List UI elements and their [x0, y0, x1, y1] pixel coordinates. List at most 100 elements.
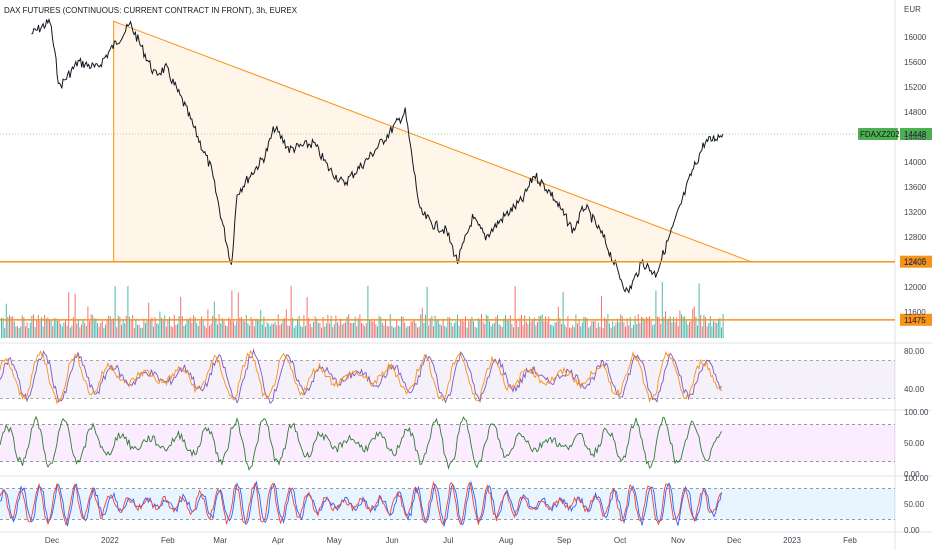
volume-bar: [559, 317, 561, 338]
volume-bar: [722, 314, 724, 338]
volume-bar: [628, 325, 630, 338]
volume-bar: [649, 316, 650, 338]
volume-bar: [359, 314, 361, 338]
time-tick-3: Mar: [213, 536, 227, 545]
volume-bar: [522, 325, 524, 338]
volume-bar: [37, 315, 39, 338]
volume-bar: [658, 317, 660, 338]
volume-bar: [5, 303, 7, 338]
volume-bar: [15, 326, 17, 338]
volume-bar: [423, 322, 425, 338]
volume-bar: [69, 327, 71, 338]
volume-bar: [589, 325, 591, 338]
volume-bar: [265, 327, 266, 338]
volume-bar: [154, 317, 156, 338]
volume-bar: [50, 320, 52, 338]
volume-bar: [553, 326, 554, 338]
volume-bar: [361, 322, 362, 338]
volume-bar: [165, 326, 167, 338]
volume-bar: [237, 292, 239, 338]
volume-bar: [34, 327, 36, 338]
volume-bar: [421, 307, 423, 338]
volume-bar: [687, 324, 689, 338]
volume-bar: [335, 315, 337, 338]
volume-bar: [404, 322, 406, 338]
time-tick-14: Feb: [843, 536, 857, 545]
volume-bar: [95, 318, 97, 338]
volume-bar: [465, 316, 466, 338]
volume-bar: [612, 321, 614, 338]
volume-bar: [201, 316, 202, 338]
time-tick-1: 2022: [101, 536, 119, 545]
volume-bar: [493, 322, 495, 338]
volume-bar: [7, 317, 9, 338]
volume-bar: [594, 320, 596, 338]
volume-bar: [356, 326, 358, 338]
volume-bar: [183, 326, 185, 338]
volume-bar: [551, 325, 553, 338]
volume-bar: [557, 306, 559, 338]
volume-bar: [253, 326, 255, 338]
volume-bar: [453, 323, 455, 338]
volume-bar: [161, 317, 162, 338]
volume-bar: [263, 316, 265, 338]
price-tick-10: 12000: [904, 283, 927, 292]
osc-tick-2-1: 50.00: [904, 500, 925, 509]
volume-bar: [36, 319, 38, 338]
volume-bar: [620, 314, 622, 338]
volume-bar: [716, 323, 718, 338]
volume-bar: [249, 325, 250, 338]
volume-bar: [247, 323, 249, 338]
volume-bar: [690, 320, 692, 338]
volume-bar: [546, 321, 548, 338]
volume-bar: [60, 323, 62, 338]
volume-bar: [28, 328, 30, 338]
volume-bar: [236, 321, 238, 338]
volume-bar: [33, 314, 34, 338]
volume-bar: [44, 315, 46, 338]
volume-bar: [180, 297, 182, 338]
volume-bar: [245, 315, 247, 338]
volume-bar: [647, 317, 649, 338]
volume-bar: [581, 322, 583, 338]
volume-bar: [570, 327, 572, 338]
volume-bar: [385, 319, 386, 338]
volume-bar: [345, 322, 346, 338]
volume-bar: [394, 327, 396, 338]
time-tick-12: Dec: [727, 536, 741, 545]
time-tick-6: Jun: [386, 536, 399, 545]
volume-bar: [549, 324, 551, 338]
horizontal-lines[interactable]: 12405 11475: [0, 255, 932, 326]
volume-bar: [223, 320, 225, 338]
volume-bar: [586, 318, 588, 338]
volume-bar: [73, 316, 74, 338]
volume-bar: [695, 316, 697, 338]
volume-bar: [4, 327, 6, 338]
volume-bar: [90, 314, 92, 338]
volume-bar: [76, 323, 78, 338]
volume-bar: [65, 319, 66, 338]
volume-bar: [189, 317, 191, 338]
volume-bar: [417, 327, 418, 338]
time-tick-9: Sep: [557, 536, 572, 545]
volume-bar: [178, 316, 180, 338]
volume-bar: [713, 321, 714, 338]
volume-bar: [239, 317, 241, 338]
volume-bar: [337, 322, 338, 338]
volume-bar: [556, 321, 558, 338]
volume-bar: [261, 324, 263, 338]
volume-bar: [17, 326, 18, 338]
volume-bar: [129, 316, 130, 338]
volume-bar: [391, 325, 393, 338]
volume-bar: [31, 315, 33, 338]
osc-tick-0-1: 40.00: [904, 385, 925, 394]
volume-bar: [268, 323, 270, 338]
volume-bar: [348, 314, 350, 338]
volume-bar: [105, 324, 106, 338]
volume-bar: [269, 326, 271, 338]
volume-bar: [402, 316, 404, 338]
volume-bar: [573, 327, 575, 338]
volume-bar: [329, 323, 330, 338]
volume-bar: [101, 320, 103, 338]
